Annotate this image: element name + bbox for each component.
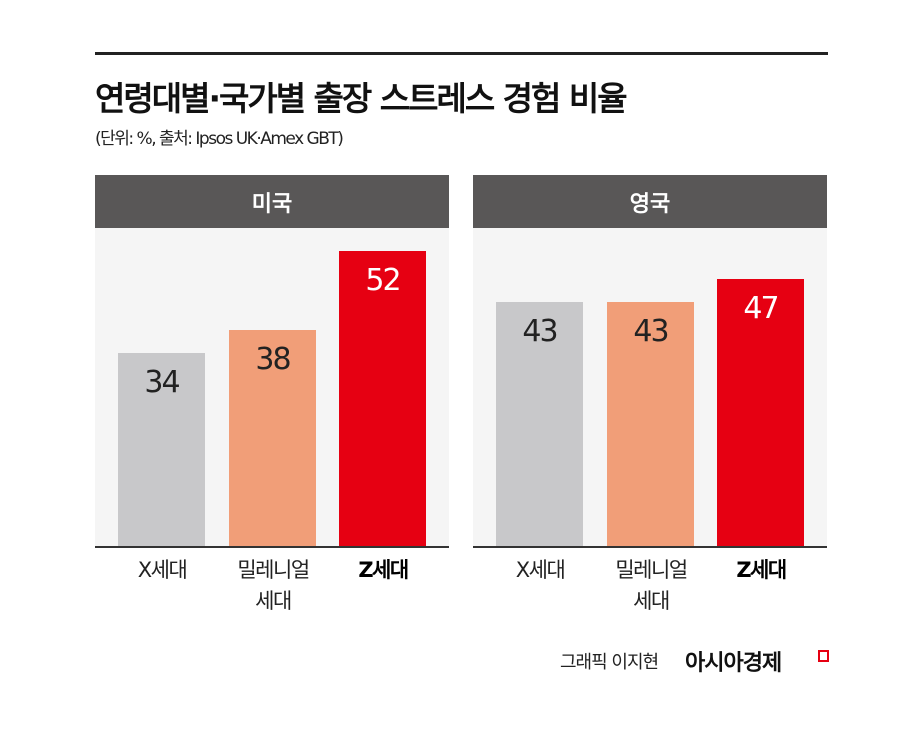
- data-label: 38: [255, 342, 291, 378]
- data-label: 47: [743, 291, 779, 327]
- category-label: X세대: [137, 558, 188, 582]
- bar: [339, 251, 426, 546]
- data-label: 34: [144, 365, 180, 401]
- panel-title: 영국: [473, 175, 827, 228]
- top-rule: [95, 52, 828, 55]
- category-label: Z세대: [358, 558, 409, 582]
- brand-mark-icon: [818, 650, 829, 662]
- panel-1: 미국 34 38 52: [95, 175, 449, 548]
- bar: [118, 353, 205, 546]
- chart-title: 연령대별·국가별 출장 스트레스 경험 비율: [95, 79, 628, 118]
- category-label: 밀레니얼 세대: [615, 558, 688, 613]
- panel-title: 미국: [95, 175, 449, 228]
- category-label: Z세대: [736, 558, 787, 582]
- graphic-credit: 그래픽 이지현: [560, 652, 659, 673]
- bar: [607, 302, 694, 546]
- data-label: 43: [522, 314, 558, 350]
- plot-area: 34 38 52: [95, 228, 449, 548]
- data-label: 52: [365, 263, 401, 298]
- category-label: X세대: [515, 558, 566, 582]
- bar: [717, 279, 804, 546]
- brand-logo: 아시아경제: [685, 651, 782, 676]
- bar: [496, 302, 583, 546]
- chart-subtitle: (단위: %, 출처: Ipsos UK·Amex GBT): [95, 129, 344, 149]
- plot-area: 43 43 47: [473, 228, 827, 548]
- bar: [229, 330, 316, 546]
- panel-2: 영국 43 43 47: [473, 175, 827, 548]
- category-label: 밀레니얼 세대: [237, 558, 310, 613]
- data-label: 43: [633, 314, 669, 350]
